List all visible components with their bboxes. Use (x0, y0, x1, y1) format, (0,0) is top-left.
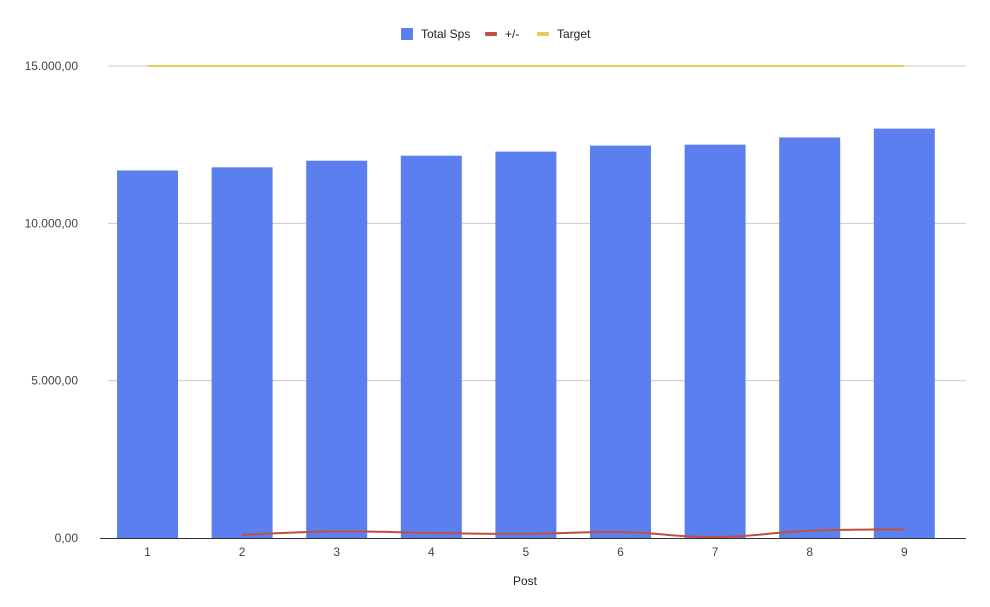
legend-item: Total Sps (401, 27, 470, 41)
legend-label: +/- (505, 27, 519, 41)
x-tick-label: 8 (806, 545, 813, 559)
x-tick-labels: 1 2 3 4 5 6 7 8 9 (144, 545, 908, 559)
y-tick-label: 0,00 (55, 531, 79, 545)
line-series (147, 64, 905, 539)
legend-item: +/- (485, 27, 519, 41)
x-tick-label: 4 (428, 545, 435, 559)
legend-item: Target (537, 27, 591, 41)
bar-9 (873, 128, 935, 539)
bar-7 (684, 144, 746, 538)
bar-6 (590, 145, 651, 539)
bar-3 (306, 160, 368, 538)
x-tick-label: 2 (239, 545, 246, 559)
bar-4 (400, 155, 462, 538)
x-tick-label: 1 (144, 545, 151, 559)
line-plus-minus (242, 528, 905, 539)
x-tick-label: 9 (901, 545, 908, 559)
bar-8 (779, 137, 841, 539)
legend-swatch (485, 32, 497, 36)
legend-swatch (401, 28, 413, 40)
x-tick-label: 7 (712, 545, 719, 559)
legend: Total Sps +/- Target (401, 27, 591, 41)
x-axis-title: Post (513, 574, 538, 588)
y-tick-label: 15.000,00 (25, 59, 79, 73)
bar-5 (495, 151, 557, 538)
y-tick-label: 5.000,00 (31, 374, 78, 388)
legend-label: Target (557, 27, 591, 41)
y-tick-label: 10.000,00 (25, 216, 79, 230)
x-tick-label: 5 (523, 545, 530, 559)
legend-swatch (537, 32, 549, 36)
x-tick-label: 6 (617, 545, 624, 559)
bar-1 (117, 170, 178, 538)
y-tick-labels: 0,00 5.000,00 10.000,00 15.000,00 (25, 59, 79, 545)
bar-2 (211, 167, 273, 538)
legend-label: Total Sps (421, 27, 470, 41)
bar-series (117, 128, 935, 539)
x-tick-label: 3 (333, 545, 340, 559)
